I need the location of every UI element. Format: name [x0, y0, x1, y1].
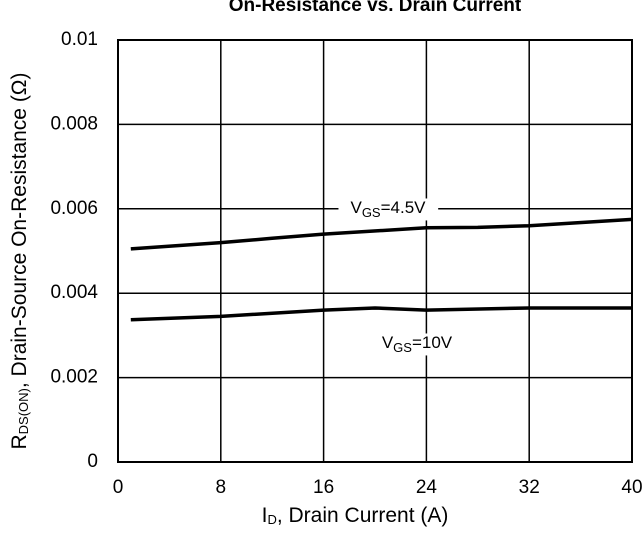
series-label-rest: =4.5V	[381, 198, 427, 217]
y-axis-label-rest: , Drain-Source On-Resistance (Ω)	[8, 72, 31, 388]
plot-frame	[117, 39, 633, 463]
series-label: VGS=10V	[382, 333, 453, 355]
x-tick-label: 0	[113, 477, 124, 498]
y-tick-label: 0.008	[50, 113, 98, 134]
series-label-rest: =10V	[412, 333, 453, 352]
label-background	[338, 198, 439, 221]
x-axis-label-rest: , Drain Current (A)	[277, 504, 449, 527]
x-axis-label: ID, Drain Current (A)	[262, 504, 449, 528]
x-tick-label: 16	[313, 477, 334, 498]
series-label-sub: GS	[362, 205, 381, 220]
series-label-main: V	[382, 333, 394, 352]
x-tick-label: 40	[621, 477, 642, 498]
y-tick-label: 0.004	[50, 282, 98, 303]
series-line	[130, 217, 633, 251]
y-tick-label: 0.01	[61, 29, 98, 50]
series-label-main: V	[350, 198, 362, 217]
chart-title: On-Resistance vs. Drain Current	[229, 0, 522, 16]
y-tick-label: 0.002	[50, 367, 98, 388]
x-tick-label: 32	[519, 477, 540, 498]
x-axis-label-main: I	[262, 504, 268, 527]
y-tick-label: 0.006	[50, 198, 98, 219]
x-tick-label: 8	[216, 477, 227, 498]
series-label-sub: GS	[393, 340, 412, 355]
y-axis-label-main: R	[8, 434, 31, 449]
series-label: VGS=4.5V	[350, 198, 426, 220]
x-axis-label-sub: D	[267, 512, 276, 527]
y-axis-label: RDS(ON), Drain-Source On-Resistance (Ω)	[8, 72, 32, 449]
label-background	[369, 333, 465, 356]
y-tick-label: 0	[87, 451, 98, 472]
y-axis-label-sub: DS(ON)	[16, 388, 31, 434]
x-tick-label: 24	[416, 477, 438, 498]
series-line	[130, 306, 632, 322]
